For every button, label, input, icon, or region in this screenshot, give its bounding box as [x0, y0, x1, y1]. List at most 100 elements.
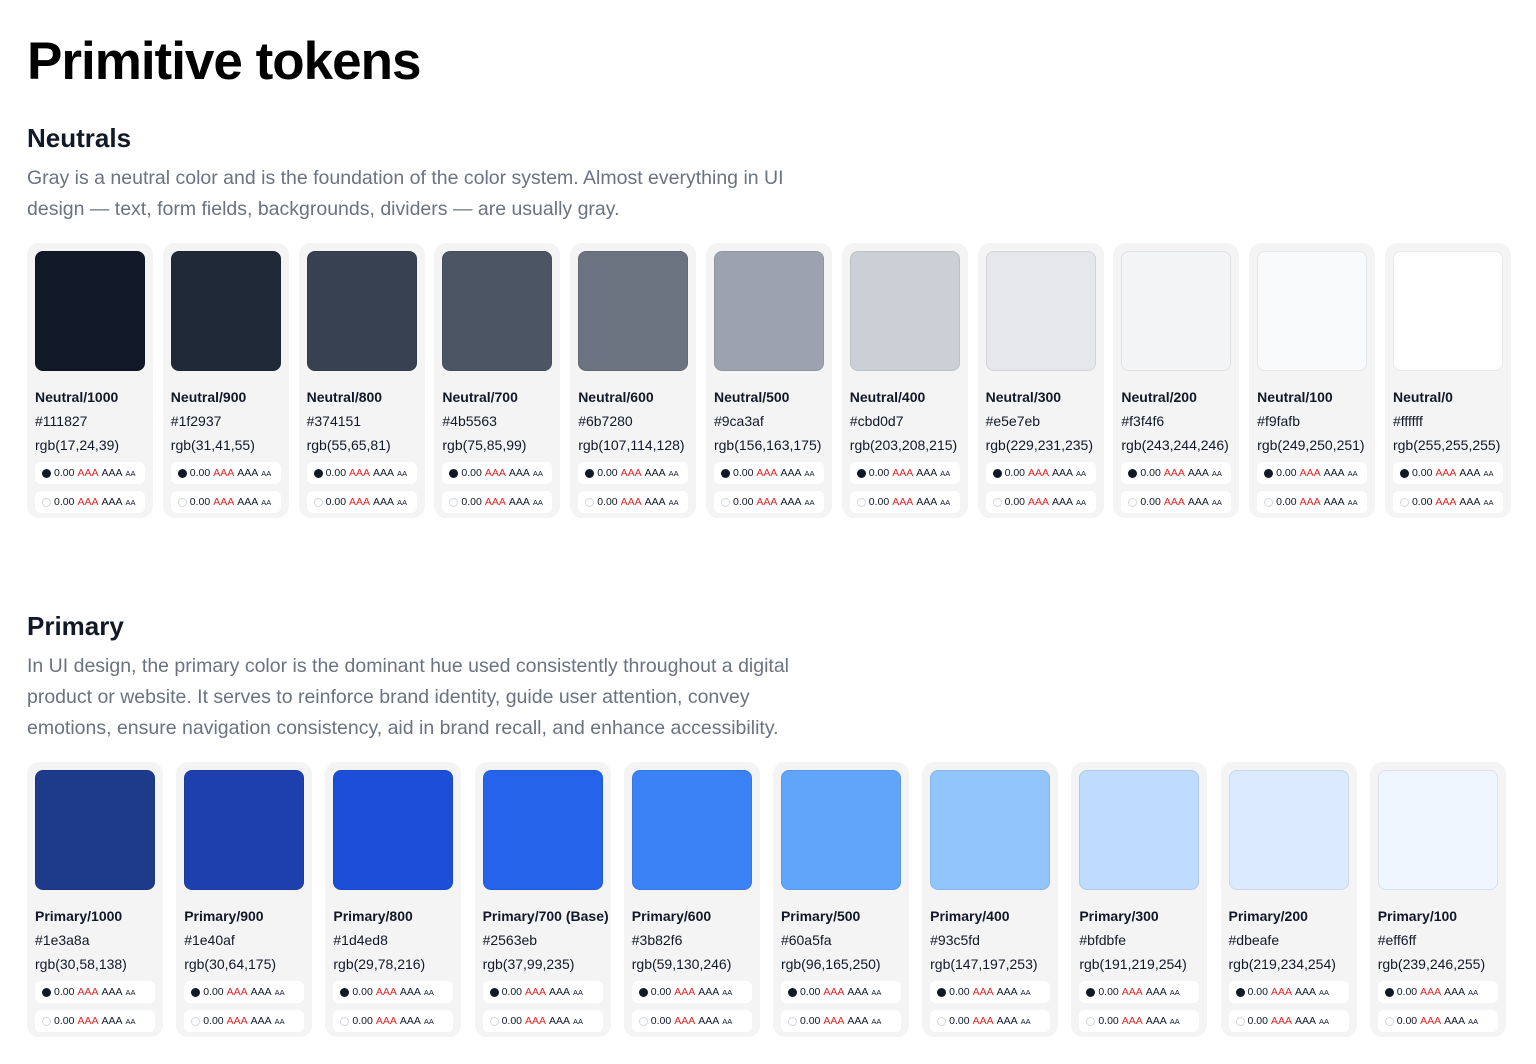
- aa-label: AA: [1318, 987, 1329, 997]
- aaa-fail-label: AAA: [375, 986, 397, 998]
- aaa-fail-label: AAA: [375, 1015, 397, 1027]
- contrast-dot-icon: [1086, 1016, 1096, 1026]
- color-swatch[interactable]: [713, 251, 824, 371]
- aa-label: AA: [940, 468, 951, 478]
- color-swatch[interactable]: [1392, 251, 1503, 371]
- color-swatch[interactable]: [985, 251, 1096, 371]
- color-token-card[interactable]: Primary/700 (Base) #2563eb rgb(37,99,235) 0…: [474, 762, 611, 1037]
- aaa-label: AAA: [101, 496, 123, 508]
- aaa-fail-label: AAA: [756, 496, 778, 508]
- color-swatch[interactable]: [482, 770, 603, 890]
- color-token-card[interactable]: Primary/200 #dbeafe rgb(219,234,254) 0.00 AA…: [1220, 762, 1357, 1037]
- contrast-dot-icon: [42, 1016, 51, 1026]
- color-swatch[interactable]: [35, 770, 155, 890]
- color-token-card[interactable]: Primary/400 #93c5fd rgb(147,197,253) 0.00 AA…: [922, 762, 1059, 1037]
- color-swatch[interactable]: [333, 770, 454, 890]
- token-rgb: rgb(59,130,246): [631, 956, 732, 972]
- color-swatch[interactable]: [930, 770, 1051, 890]
- contrast-ratio: 0.00: [1396, 1015, 1418, 1027]
- color-swatch[interactable]: [1257, 251, 1368, 371]
- aaa-label: AAA: [1323, 496, 1345, 508]
- color-swatch[interactable]: [1079, 770, 1200, 890]
- color-token-card[interactable]: Primary/100 #eff6ff rgb(239,246,255) 0.00 AA…: [1369, 762, 1506, 1037]
- color-token-card[interactable]: Neutral/600 #6b7280 rgb(107,114,128) 0.00 AA…: [570, 243, 697, 518]
- contrast-ratio: 0.00: [597, 496, 618, 508]
- token-hex: #1e3a8a: [35, 932, 90, 948]
- contrast-dot-icon: [1264, 468, 1274, 478]
- contrast-dot-icon: [787, 1016, 797, 1026]
- color-token-card[interactable]: Primary/800 #1d4ed8 rgb(29,78,216) 0.00 AAA A…: [325, 762, 462, 1037]
- aa-label: AA: [1483, 497, 1494, 507]
- token-name: Neutral/400: [849, 389, 926, 405]
- token-hex: #1f2937: [170, 413, 222, 429]
- color-swatch[interactable]: [780, 770, 901, 890]
- aa-label: AA: [397, 497, 408, 507]
- color-token-card[interactable]: Neutral/800 #374151 rgb(55,65,81) 0.00 AAA AA…: [298, 243, 425, 518]
- contrast-dot-icon: [585, 468, 595, 478]
- token-rgb: rgb(147,197,253): [930, 956, 1038, 972]
- contrast-dot-icon: [1128, 497, 1138, 507]
- neutrals-swatch-row: Neutral/1000 #111827 rgb(17,24,39) 0.00 AAA A…: [27, 243, 1511, 518]
- color-token-card[interactable]: Primary/1000 #1e3a8a rgb(30,58,138) 0.00 AAA…: [27, 762, 163, 1037]
- contrast-dot-icon: [937, 987, 947, 997]
- aaa-label: AAA: [101, 467, 123, 479]
- contrast-check: 0.00 AAA AAA AA: [1228, 981, 1349, 1003]
- aaa-fail-label: AAA: [972, 986, 994, 998]
- color-token-card[interactable]: Neutral/100 #f9fafb rgb(249,250,251) 0.00 AA…: [1249, 243, 1376, 518]
- contrast-dot-icon: [489, 1016, 499, 1026]
- contrast-check: 0.00 AAA AAA AA: [482, 981, 603, 1003]
- color-swatch[interactable]: [35, 251, 145, 371]
- contrast-dot-icon: [449, 497, 459, 507]
- token-name: Neutral/100: [1257, 389, 1333, 405]
- color-swatch[interactable]: [184, 770, 305, 890]
- aaa-label: AAA: [1444, 1015, 1466, 1027]
- color-swatch[interactable]: [170, 251, 281, 371]
- color-swatch[interactable]: [578, 251, 689, 371]
- primary-section: Primary In UI design, the primary color …: [27, 610, 827, 744]
- token-hex: #111827: [35, 413, 88, 429]
- color-token-card[interactable]: Primary/900 #1e40af rgb(30,64,175) 0.00 AAA A…: [176, 762, 313, 1037]
- aaa-label: AAA: [508, 496, 530, 508]
- color-token-card[interactable]: Neutral/400 #cbd0d7 rgb(203,208,215) 0.00 AA…: [841, 243, 968, 518]
- contrast-check: 0.00 AAA AAA AA: [333, 1010, 454, 1032]
- token-hex: #bfdbfe: [1079, 932, 1127, 948]
- aaa-label: AAA: [996, 986, 1018, 998]
- contrast-check: 0.00 AAA AAA AA: [306, 462, 417, 484]
- color-swatch[interactable]: [631, 770, 752, 890]
- color-token-card[interactable]: Neutral/200 #f3f4f6 rgb(243,244,246) 0.00 AA…: [1113, 243, 1240, 518]
- contrast-check: 0.00 AAA AAA AA: [184, 981, 305, 1003]
- contrast-ratio: 0.00: [54, 467, 75, 479]
- contrast-check: 0.00 AAA AAA AA: [1257, 491, 1368, 513]
- color-token-card[interactable]: Neutral/300 #e5e7eb rgb(229,231,235) 0.00 AA…: [977, 243, 1104, 518]
- color-swatch[interactable]: [442, 251, 553, 371]
- token-hex: #93c5fd: [930, 932, 980, 948]
- color-token-card[interactable]: Primary/300 #bfdbfe rgb(191,219,254) 0.00 AA…: [1071, 762, 1208, 1037]
- aaa-fail-label: AAA: [1270, 1015, 1292, 1027]
- color-token-card[interactable]: Primary/500 #60a5fa rgb(96,165,250) 0.00 AAA…: [772, 762, 909, 1037]
- contrast-dot-icon: [992, 468, 1002, 478]
- aa-label: AA: [1076, 468, 1087, 478]
- color-token-card[interactable]: Neutral/0 #ffffff rgb(255,255,255) 0.00 AAA A…: [1384, 243, 1511, 518]
- color-token-card[interactable]: Neutral/700 #4b5563 rgb(75,85,99) 0.00 AAA AA…: [434, 243, 561, 518]
- color-token-card[interactable]: Neutral/900 #1f2937 rgb(31,41,55) 0.00 AAA AA…: [162, 243, 289, 518]
- color-token-card[interactable]: Neutral/1000 #111827 rgb(17,24,39) 0.00 AAA A…: [27, 243, 153, 518]
- contrast-ratio: 0.00: [732, 496, 754, 508]
- color-token-card[interactable]: Primary/600 #3b82f6 rgb(59,130,246) 0.00 AAA…: [623, 762, 760, 1037]
- color-swatch[interactable]: [1377, 770, 1498, 890]
- contrast-dot-icon: [489, 987, 499, 997]
- token-hex: #1d4ed8: [333, 932, 388, 948]
- token-rgb: rgb(96,165,250): [780, 956, 881, 972]
- color-token-card[interactable]: Neutral/500 #9ca3af rgb(156,163,175) 0.00 AA…: [705, 243, 832, 518]
- contrast-dot-icon: [177, 497, 187, 507]
- color-swatch[interactable]: [849, 251, 960, 371]
- color-swatch[interactable]: [1121, 251, 1232, 371]
- aaa-label: AAA: [373, 467, 395, 479]
- aa-label: AA: [1020, 987, 1031, 997]
- color-swatch[interactable]: [1228, 770, 1349, 890]
- contrast-dot-icon: [638, 1016, 648, 1026]
- color-swatch[interactable]: [306, 251, 417, 371]
- contrast-ratio: 0.00: [352, 986, 373, 998]
- token-rgb: rgb(55,65,81): [306, 437, 391, 453]
- contrast-check: 0.00 AAA AAA AA: [170, 462, 281, 484]
- token-rgb: rgb(219,234,254): [1228, 956, 1336, 972]
